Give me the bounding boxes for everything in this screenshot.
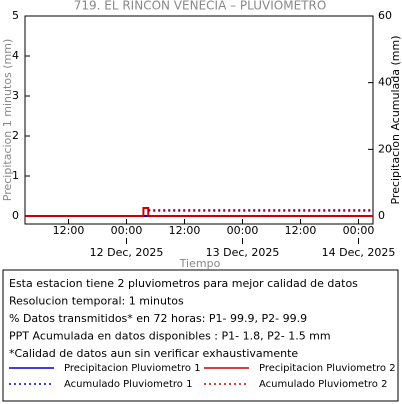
plot-frame — [24, 15, 374, 225]
y2-tick-label: 40 — [378, 76, 392, 89]
x-tick-label: 00:00 — [111, 224, 143, 237]
y2-tick-label: 0 — [378, 209, 385, 222]
legend-label: Precipitacion Pluviometro 2 — [259, 363, 396, 374]
series-line — [25, 207, 373, 217]
x-tick-label: 00:00 — [343, 224, 375, 237]
y-tick-label: 2 — [12, 129, 19, 142]
info-line: PPT Acumulada en datos disponibles : P1-… — [9, 330, 331, 343]
x-tick-label: 00:00 — [227, 224, 259, 237]
info-box — [2, 269, 399, 402]
y2-tick-label: 60 — [378, 9, 392, 22]
y2-tick-label: 20 — [378, 142, 392, 155]
y-tick-label: 5 — [12, 9, 19, 22]
y-tick-label: 3 — [12, 89, 19, 102]
info-line: % Datos transmitidos* en 72 horas: P1- 9… — [9, 312, 307, 325]
info-line: Resolucion temporal: 1 minutos — [9, 295, 184, 308]
x-date-label: 12 Dec, 2025 — [90, 246, 164, 259]
chart-title: 719. EL RINCON VENECIA – PLUVIOMETRO — [74, 0, 327, 13]
x-tick-label: 12:00 — [169, 224, 201, 237]
legend-label: Acumulado Pluviometro 1 — [64, 379, 192, 390]
x-date-label: 13 Dec, 2025 — [206, 246, 280, 259]
info-line: Esta estacion tiene 2 pluviometros para … — [9, 277, 358, 290]
y-axis-label: Precipitacion 1 minutos (mm) — [1, 39, 14, 201]
info-line: *Calidad de datos aun sin verificar exha… — [9, 347, 298, 360]
x-date-label: 14 Dec, 2025 — [322, 246, 396, 259]
y2-axis-label: Precipitacion Acumulada (mm) — [389, 35, 402, 204]
y-tick-label: 4 — [12, 49, 19, 62]
y-tick-label: 1 — [12, 169, 19, 182]
x-tick-label: 12:00 — [53, 224, 85, 237]
y-tick-label: 0 — [12, 209, 19, 222]
legend-label: Precipitacion Pluviometro 1 — [64, 363, 201, 374]
x-axis-label: Tiempo — [179, 257, 221, 270]
x-tick-label: 12:00 — [285, 224, 317, 237]
legend-label: Acumulado Pluviometro 2 — [259, 379, 387, 390]
